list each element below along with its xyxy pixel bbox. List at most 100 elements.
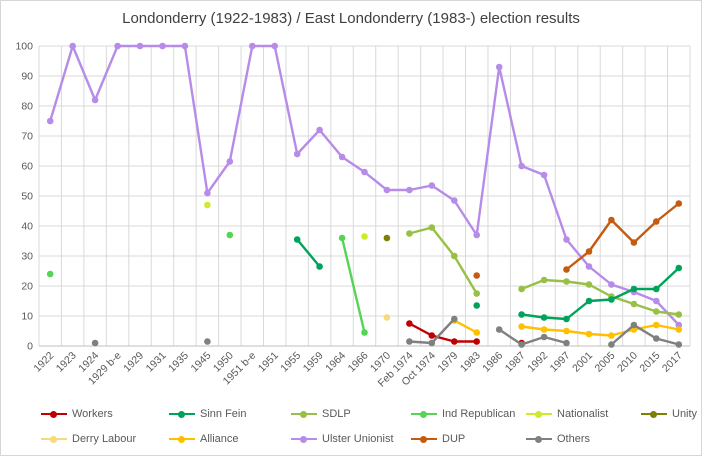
legend-item-alliance: Alliance [169, 433, 239, 445]
x-tick-label: 1935 [166, 350, 191, 375]
y-tick-label: 70 [21, 131, 33, 143]
legend-marker-icon [169, 410, 195, 418]
data-point-sinn-fein [518, 311, 525, 318]
data-point-sdlp [518, 285, 525, 293]
data-point-sinn-fein [585, 297, 593, 305]
data-point-nationalist [204, 201, 211, 209]
y-tick-label: 0 [27, 341, 33, 353]
data-point-sinn-fein [293, 236, 301, 243]
data-point-dup [653, 218, 660, 225]
data-point-ulster-unionist [361, 168, 368, 176]
data-point-sinn-fein [473, 302, 481, 309]
legend-marker-icon [411, 435, 437, 443]
data-point-dup [675, 200, 683, 207]
legend-label: Alliance [200, 433, 239, 445]
legend-label: Unity [672, 408, 698, 420]
legend-item-sinn-fein: Sinn Fein [169, 408, 246, 420]
x-tick-label: 1945 [188, 350, 213, 375]
series-line-sdlp [408, 226, 478, 295]
legend-marker-icon [291, 435, 317, 443]
x-tick-label: 2005 [593, 350, 618, 375]
legend-label: Nationalist [557, 408, 609, 420]
data-point-ulster-unionist [293, 150, 301, 158]
x-tick-label: 1955 [278, 350, 303, 375]
legend-label: Others [557, 433, 591, 445]
x-tick-label: 1987 [503, 350, 528, 375]
legend-label: Ind Republican [442, 408, 516, 420]
legend-label: SDLP [322, 408, 351, 420]
x-tick-label: 1922 [31, 350, 56, 375]
series-line-workers [408, 322, 478, 343]
data-point-others [495, 326, 503, 333]
x-tick-label: 2001 [570, 350, 595, 375]
legend-label: Derry Labour [72, 433, 137, 445]
data-point-ulster-unionist [383, 186, 391, 194]
series-line-others [498, 328, 568, 346]
legend-item-dup: DUP [411, 433, 465, 445]
y-tick-label: 100 [15, 41, 33, 53]
data-point-ulster-unionist [136, 42, 144, 50]
data-point-others [563, 339, 570, 347]
data-point-alliance [585, 330, 593, 338]
data-point-ulster-unionist [495, 63, 503, 71]
y-tick-label: 30 [21, 251, 33, 263]
legend-dot-icon [535, 410, 542, 418]
data-point-ulster-unionist [406, 186, 413, 194]
data-point-others [406, 338, 413, 345]
legend-dot-icon [50, 410, 57, 418]
data-point-ulster-unionist [653, 297, 660, 305]
data-point-others [91, 339, 99, 347]
data-point-ind-republican [338, 234, 346, 242]
data-point-ulster-unionist [69, 42, 76, 50]
x-tick-label: 1951 [256, 350, 281, 375]
data-point-sinn-fein [540, 314, 548, 321]
y-tick-label: 10 [21, 311, 33, 323]
data-point-ulster-unionist [428, 182, 436, 189]
data-point-dup [608, 216, 615, 224]
legend-item-unity: Unity [641, 408, 697, 420]
series-line-sdlp [520, 278, 680, 316]
y-tick-label: 20 [21, 281, 33, 293]
data-point-alliance [608, 332, 615, 339]
legend-dot-icon [535, 435, 542, 443]
data-point-ulster-unionist [91, 96, 99, 104]
data-point-ind-republican [361, 329, 368, 336]
series-line-sinn-fein [520, 266, 680, 321]
data-point-ulster-unionist [451, 197, 458, 204]
data-point-alliance [540, 326, 548, 333]
data-point-ulster-unionist [181, 42, 189, 50]
data-point-alliance [473, 329, 481, 336]
data-point-workers [451, 338, 458, 345]
data-point-alliance [563, 327, 570, 335]
series-line-alliance [520, 323, 680, 337]
data-point-unity [383, 234, 391, 242]
data-point-dup [563, 266, 570, 273]
legend-marker-icon [526, 435, 552, 443]
legend-item-sdlp: SDLP [291, 408, 351, 420]
x-tick-label: 2010 [615, 350, 640, 375]
x-tick-label: 1986 [480, 350, 505, 375]
data-point-sdlp [540, 276, 548, 284]
legend-label: Workers [72, 408, 113, 420]
data-point-ulster-unionist [159, 42, 166, 50]
data-point-ulster-unionist [540, 171, 548, 179]
legend-marker-icon [291, 410, 317, 418]
data-point-sdlp [473, 290, 481, 297]
data-point-ulster-unionist [585, 263, 593, 270]
y-tick-label: 90 [21, 71, 33, 83]
legend-marker-icon [411, 410, 437, 418]
data-point-alliance [518, 323, 525, 330]
legend-dot-icon [650, 410, 657, 418]
y-tick-label: 50 [21, 191, 33, 203]
data-point-ulster-unionist [473, 231, 481, 239]
data-point-sinn-fein [316, 263, 323, 270]
legend-marker-icon [526, 410, 552, 418]
x-tick-label: 1966 [346, 350, 371, 375]
data-point-workers [406, 320, 413, 327]
x-tick-label: 1992 [525, 350, 550, 375]
data-point-nationalist [361, 233, 368, 240]
data-point-derry-labour [383, 314, 391, 321]
data-point-ulster-unionist [338, 153, 346, 161]
